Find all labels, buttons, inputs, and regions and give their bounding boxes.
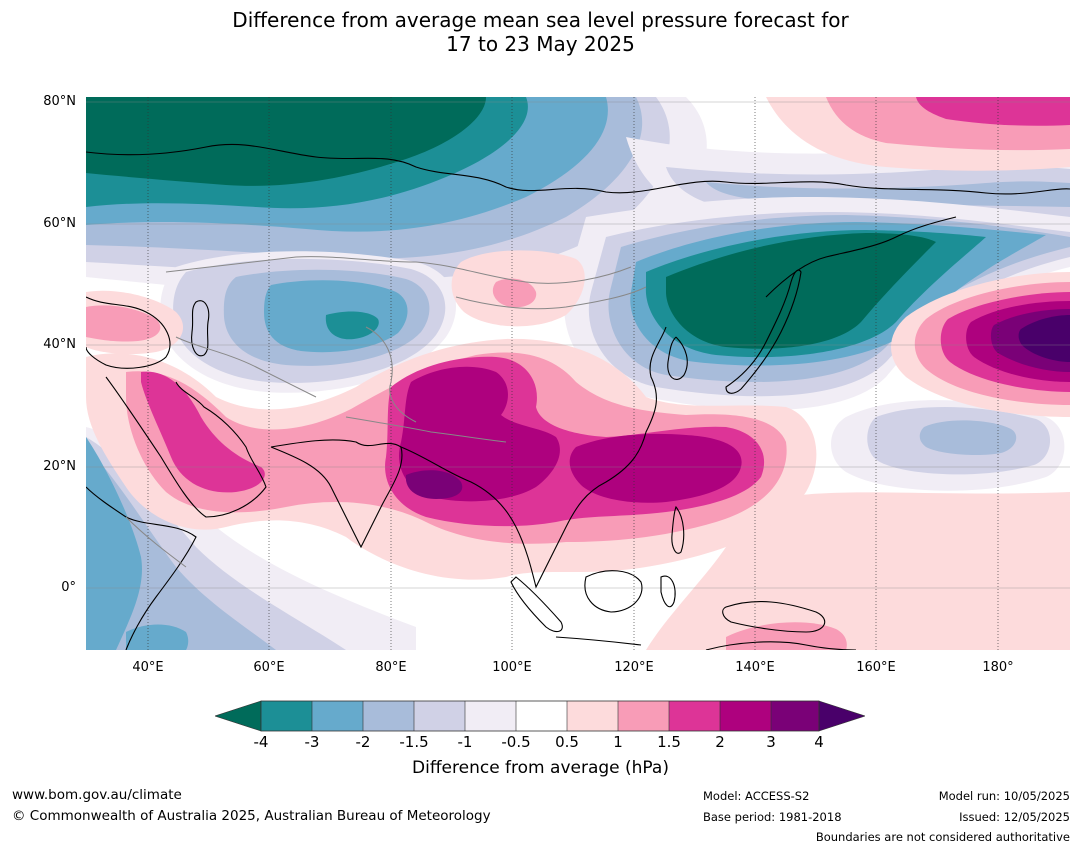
footer-base-period: Base period: 1981-2018 [703,810,842,824]
colorbar-bin-15-2 [669,701,720,731]
colorbar-bin-m05-05 [516,701,567,731]
footer-disclaimer: Boundaries are not considered authoritat… [815,830,1070,844]
colorbar-bin-m2-m15 [363,701,414,731]
boundaries [125,256,647,568]
contour-p1-caspian [86,305,161,342]
lat-label-60n: 60°N [43,216,76,231]
colorbar-tick: 1.5 [657,733,681,751]
lat-gridlines [86,101,1070,589]
contour-ext-ne-asia [666,233,936,349]
contour-p2-tibet [399,366,560,502]
colorbar-tick: -1.5 [399,733,429,751]
coastline-caspian [191,300,210,357]
colorbar-tick: 2 [715,733,725,751]
footer-copyright: © Commonwealth of Australia 2025, Austra… [12,808,491,824]
contour-p4-npac-high [1018,315,1070,362]
colorbar-tick: -1 [457,733,473,751]
lon-label-100e: 100°E [492,660,532,675]
colorbar-outline [260,700,820,732]
coastline-se-asia [400,326,667,589]
colorbar-dividers [311,701,772,731]
coastline-okhotsk [765,216,957,298]
coastline-java [555,636,642,646]
contour-ext-north [86,97,486,186]
colorbar-tick: 1 [613,733,623,751]
colorbar-extend-high [818,700,865,732]
colorbar-tick: -3 [304,733,320,751]
boundary-himalaya [345,416,507,443]
boundary-china-mongolia [455,286,647,310]
lat-label-40n: 40°N [43,337,76,352]
colorbar-bin-1-15 [618,701,669,731]
coastline-australia [705,641,857,650]
contour-m2-north-pacific [919,420,1017,455]
coastline-japan [725,269,802,394]
coastline-korea [667,336,688,380]
coastline-borneo [584,570,643,613]
pressure-anomaly-map [86,97,1070,650]
lon-label-120e: 120°E [614,660,654,675]
lon-label-140e: 140°E [735,660,775,675]
contour-p1-mongolia [492,278,537,308]
contour-m4-central-asia [325,311,379,340]
coastline-philippines [671,505,685,554]
contour-m3-east-africa-south [126,624,189,650]
colorbar-tick: -0.5 [501,733,531,751]
footer-model: Model: ACCESS-S2 [703,789,810,803]
footer-website-link[interactable]: www.bom.gov.au/climate [12,787,182,803]
lon-label-80e: 80°E [375,660,407,675]
coastline-arabia [105,376,267,518]
boundary-middle-east [175,336,317,398]
lon-label-40e: 40°E [132,660,164,675]
colorbar-bin-m1-m05 [465,701,516,731]
colorbar-tick: -2 [355,733,371,751]
lat-label-80n: 80°N [43,94,76,109]
title-line-1: Difference from average mean sea level p… [232,8,849,32]
contour-p1-new-guinea [726,622,847,650]
colorbar-tick: -4 [253,733,269,751]
colorbar-label: Difference from average (hPa) [412,758,669,778]
lon-label-160e: 160°E [856,660,896,675]
footer-issued: Issued: 12/05/2025 [959,810,1070,824]
lon-label-60e: 60°E [253,660,285,675]
contour-p15-arctic-ne [916,97,1070,126]
colorbar-bin-m4-m3 [261,701,312,731]
coastlines [86,143,1070,650]
colorbar-bin-m3-m2 [312,701,363,731]
contour-m3-east-africa [86,437,142,650]
lon-label-180: 180° [982,660,1014,675]
colorbar-tick: 0.5 [555,733,579,751]
colorbar-bin-05-1 [567,701,618,731]
colorbar-tick: 4 [814,733,824,751]
coastline-new-guinea [722,601,826,633]
boundary-horn-of-africa [125,516,187,568]
boundary-china-west [365,326,417,423]
coastline-india [270,439,403,549]
colorbar-bin-m15-m1 [414,701,465,731]
colorbar-tick: 3 [766,733,776,751]
colorbar-bin-3-4 [771,701,819,731]
coastline-europe [86,296,171,369]
lat-label-0: 0° [61,580,76,595]
contour-p15-arabia [141,371,265,493]
lat-label-20n: 20°N [43,459,76,474]
coastline-east-africa [86,486,197,650]
colorbar-extend-low [215,700,262,732]
coastline-arctic [86,143,1070,195]
colorbar [215,700,865,732]
boundary-russia-kazakhstan [165,256,632,284]
contour-p3-bengal [405,470,463,499]
footer-model-run: Model run: 10/05/2025 [938,789,1070,803]
coastline-sulawesi [660,575,676,608]
chart-title: Difference from average mean sea level p… [0,8,1081,56]
colorbar-bin-2-3 [720,701,771,731]
contour-p2-indochina [569,433,742,503]
map-svg [86,97,1070,650]
title-line-2: 17 to 23 May 2025 [446,32,635,56]
coastline-sumatra [510,576,563,633]
